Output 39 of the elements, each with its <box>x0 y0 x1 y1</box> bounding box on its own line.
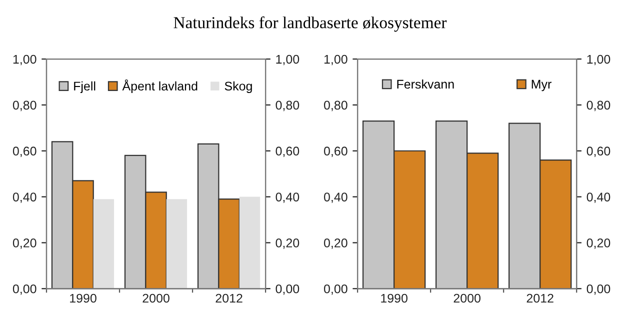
y2-tick-label: 0,80 <box>586 100 610 112</box>
y-tick-label: 1,00 <box>324 54 348 66</box>
legend-label: Ferskvann <box>397 79 454 89</box>
y-tick-label: 0,00 <box>12 284 36 295</box>
y-tick-label: 0,40 <box>324 192 348 203</box>
y2-tick-label: 0,00 <box>586 284 610 295</box>
x-tick-label: 2000 <box>454 294 480 303</box>
y2-tick-label: 0,40 <box>586 192 610 203</box>
y2-tick-label: 0,20 <box>586 238 610 249</box>
x-tick-label: 2012 <box>216 294 242 303</box>
y2-tick-label: 0,00 <box>276 284 300 295</box>
y2-tick-label: 1,00 <box>276 54 300 66</box>
legend-label: Åpent lavland <box>122 79 198 94</box>
y2-tick-label: 0,40 <box>276 192 300 203</box>
x-tick-label: 1990 <box>381 294 408 303</box>
bar <box>93 199 114 289</box>
legend-label: Myr <box>532 80 552 92</box>
bar <box>166 199 188 289</box>
y-tick-label: 0,20 <box>324 238 348 249</box>
legend-label: Fjell <box>74 81 96 94</box>
legend-label: Skog <box>224 81 252 94</box>
y-tick-label: 0,00 <box>324 284 348 295</box>
y2-tick-label: 0,80 <box>276 100 300 112</box>
x-tick-label: 1990 <box>70 294 96 303</box>
y2-tick-label: 1,00 <box>587 54 610 66</box>
text: Naturindeks for landbaserte økosystemer <box>174 16 447 32</box>
y-tick-label: 0,20 <box>12 238 36 249</box>
y-tick-label: 0,80 <box>12 100 36 112</box>
y-tick-label: 0,60 <box>324 146 348 158</box>
x-tick-label: 2012 <box>526 294 554 303</box>
y-tick-label: 1,00 <box>13 54 36 66</box>
y-tick-label: 0,60 <box>12 146 36 158</box>
y-tick-label: 0,40 <box>12 192 36 203</box>
y2-tick-label: 0,60 <box>586 146 610 158</box>
y2-tick-label: 0,20 <box>276 238 300 249</box>
x-tick-label: 2000 <box>142 294 170 303</box>
y2-tick-label: 0,60 <box>276 146 300 158</box>
y-tick-label: 0,80 <box>324 100 348 112</box>
bar <box>239 196 260 289</box>
